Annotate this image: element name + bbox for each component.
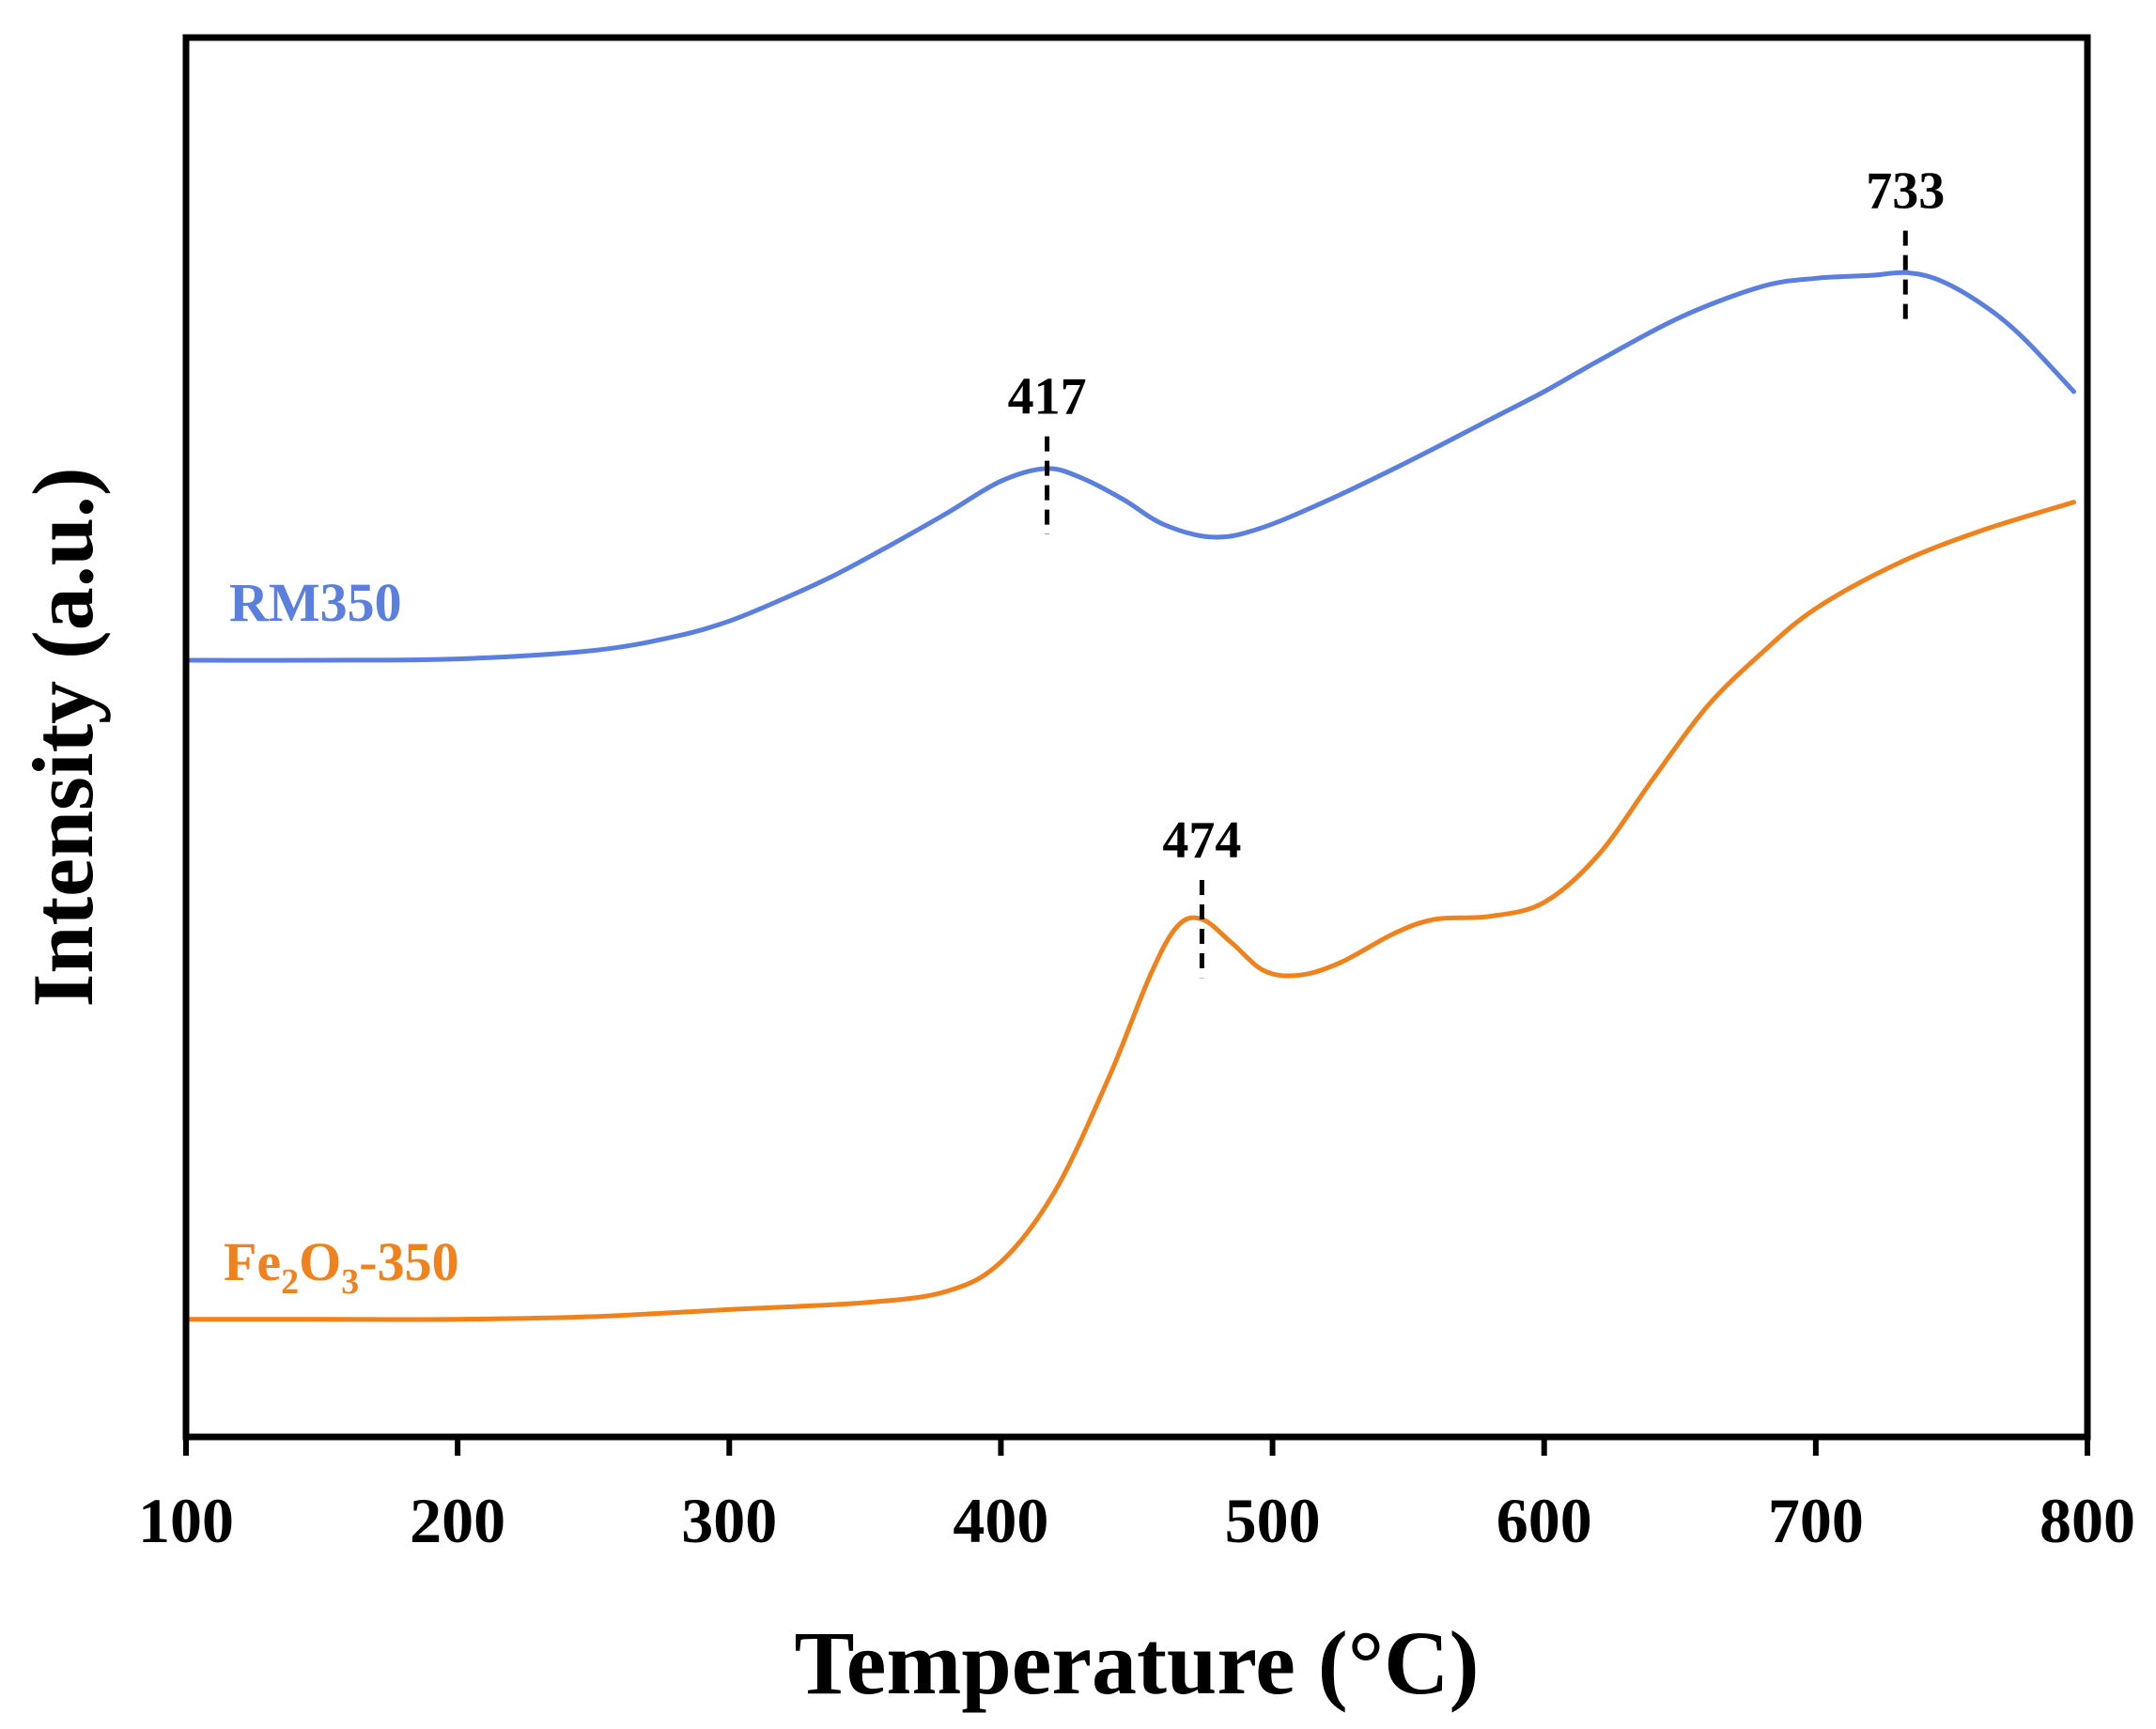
y-axis-label: Intensity (a.u.) bbox=[15, 467, 111, 1007]
plot-area: RM350 Fe2O3-350 417 733 474 bbox=[183, 162, 2076, 1322]
x-axis: 100 200 300 400 500 600 700 800 bbox=[138, 1437, 2135, 1556]
plot-frame bbox=[182, 34, 2091, 1441]
x-tick-label-600: 600 bbox=[1497, 1485, 1592, 1556]
x-tick-label-400: 400 bbox=[953, 1485, 1048, 1556]
series-label-rm350: RM350 bbox=[229, 572, 402, 633]
peak-label-417: 417 bbox=[1008, 368, 1087, 426]
series-line-rm350 bbox=[183, 270, 2076, 663]
series-label-fe2o3-350: Fe2O3-350 bbox=[224, 1231, 459, 1302]
x-tick-label-700: 700 bbox=[1768, 1485, 1864, 1556]
x-tick-label-300: 300 bbox=[681, 1485, 777, 1556]
x-tick-label-200: 200 bbox=[410, 1485, 505, 1556]
x-tick-label-100: 100 bbox=[138, 1485, 234, 1556]
x-tick-label-500: 500 bbox=[1225, 1485, 1321, 1556]
peak-label-474: 474 bbox=[1162, 811, 1241, 870]
series-line-fe2o3-350 bbox=[183, 500, 2076, 1322]
x-tick-label-800: 800 bbox=[2040, 1485, 2135, 1556]
peak-label-733: 733 bbox=[1866, 162, 1945, 221]
x-axis-label: Temperature (°C) bbox=[795, 1613, 1480, 1713]
